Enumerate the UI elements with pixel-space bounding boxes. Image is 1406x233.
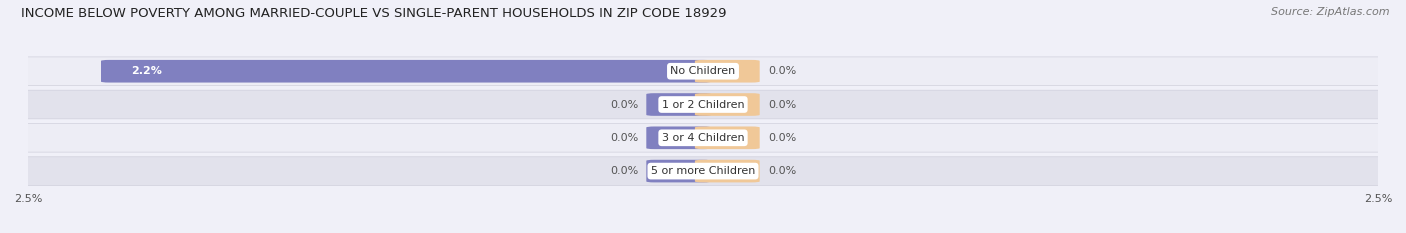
Text: 0.0%: 0.0% [768,133,796,143]
FancyBboxPatch shape [695,93,759,116]
FancyBboxPatch shape [695,60,759,82]
Text: 0.0%: 0.0% [768,166,796,176]
Text: Source: ZipAtlas.com: Source: ZipAtlas.com [1271,7,1389,17]
Text: 0.0%: 0.0% [610,99,638,110]
Text: No Children: No Children [671,66,735,76]
FancyBboxPatch shape [17,157,1389,185]
FancyBboxPatch shape [17,57,1389,86]
Text: 5 or more Children: 5 or more Children [651,166,755,176]
Text: 0.0%: 0.0% [768,99,796,110]
Text: 3 or 4 Children: 3 or 4 Children [662,133,744,143]
Text: 1 or 2 Children: 1 or 2 Children [662,99,744,110]
FancyBboxPatch shape [647,127,711,149]
FancyBboxPatch shape [17,90,1389,119]
Text: 0.0%: 0.0% [610,133,638,143]
Text: INCOME BELOW POVERTY AMONG MARRIED-COUPLE VS SINGLE-PARENT HOUSEHOLDS IN ZIP COD: INCOME BELOW POVERTY AMONG MARRIED-COUPL… [21,7,727,20]
FancyBboxPatch shape [695,160,759,182]
FancyBboxPatch shape [647,160,711,182]
FancyBboxPatch shape [695,127,759,149]
Text: 0.0%: 0.0% [610,166,638,176]
FancyBboxPatch shape [17,123,1389,152]
Text: 0.0%: 0.0% [768,66,796,76]
Text: 2.2%: 2.2% [131,66,162,76]
FancyBboxPatch shape [647,93,711,116]
FancyBboxPatch shape [101,60,711,82]
